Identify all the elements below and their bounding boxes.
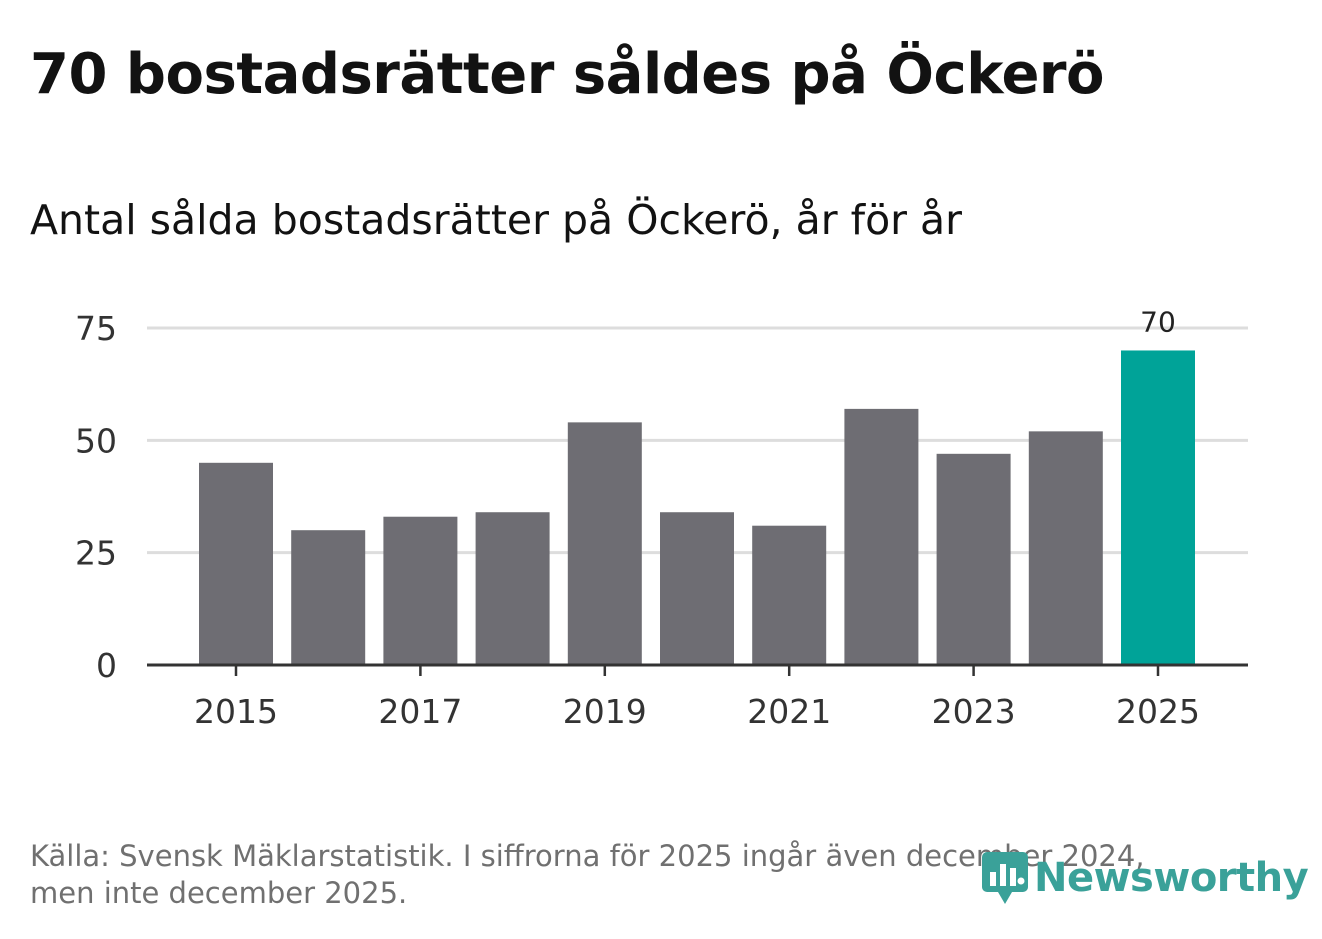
bar-2015 — [199, 462, 273, 665]
labels: 0 25 50 75 2015 2017 2019 2021 2023 2025 70 — [75, 305, 1200, 731]
source-note: Källa: Svensk Mäklarstatistik. I siffror… — [30, 838, 1230, 912]
bar-2023 — [936, 453, 1011, 665]
bar-2017 — [383, 516, 458, 665]
x-tick-label: 2025 — [1116, 692, 1200, 731]
x-axis — [147, 663, 1248, 676]
x-tick-label: 2023 — [932, 692, 1016, 731]
newsworthy-logo-icon — [982, 852, 1028, 904]
y-tick-label: 50 — [75, 421, 117, 460]
newsworthy-logo: Newsworthy — [980, 848, 1309, 908]
bar-2018 — [475, 512, 550, 665]
chart-title: 70 bostadsrätter såldes på Öckerö — [30, 42, 1105, 107]
bar-2021 — [752, 525, 827, 665]
data-label-highlight: 70 — [1140, 305, 1176, 338]
y-tick-label: 25 — [75, 534, 117, 573]
brand-name: Newsworthy — [1034, 855, 1309, 901]
bar-2016 — [291, 530, 366, 665]
chart-subtitle: Antal sålda bostadsrätter på Öckerö, år … — [30, 196, 963, 244]
bar-2019 — [567, 422, 642, 665]
bar-2020 — [660, 512, 734, 665]
bars — [199, 350, 1195, 665]
x-tick-label: 2019 — [563, 692, 647, 731]
y-tick-label: 0 — [96, 646, 117, 685]
x-tick-label: 2017 — [378, 692, 462, 731]
source-line-1: Källa: Svensk Mäklarstatistik. I siffror… — [30, 839, 1145, 873]
bar-2024 — [1028, 431, 1103, 665]
bar-2025 — [1121, 350, 1195, 665]
x-tick-label: 2015 — [194, 692, 278, 731]
y-tick-label: 75 — [75, 309, 117, 348]
bar-2022 — [844, 408, 919, 665]
source-line-2: men inte december 2025. — [30, 876, 408, 910]
x-tick-label: 2021 — [747, 692, 831, 731]
